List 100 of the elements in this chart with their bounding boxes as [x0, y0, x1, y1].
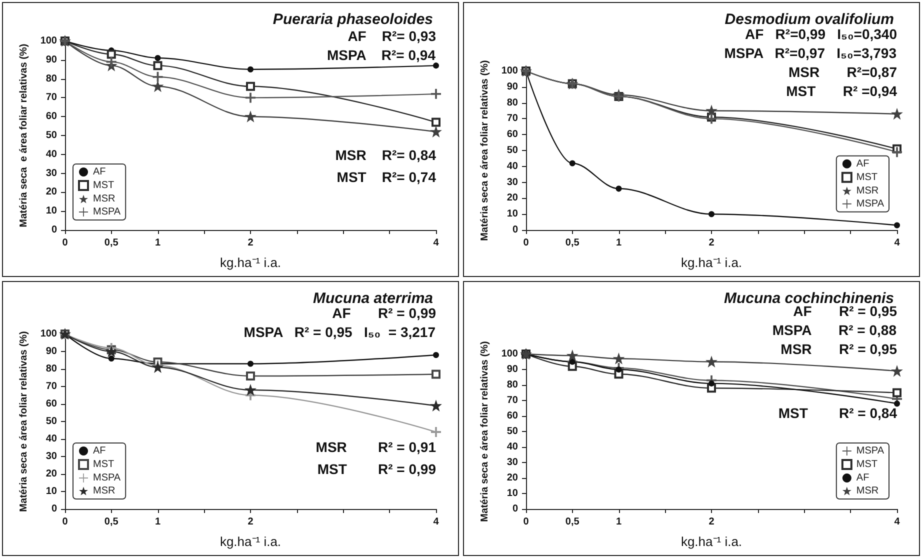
x-axis-title: kg.ha⁻¹ i.a.	[220, 255, 282, 270]
x-tick-label: 0	[523, 238, 530, 248]
legend-label: AF	[856, 158, 870, 170]
y-tick-label: 50	[46, 130, 58, 141]
legend-label: MSR	[93, 486, 116, 496]
legend-label: MST	[93, 459, 114, 470]
x-axis-title: kg.ha⁻¹ i.a.	[680, 255, 742, 270]
y-axis-title: Matéria seca e área foliar relativas (%)	[480, 60, 490, 241]
y-axis-title: Matéria seca e área foliar relativas (%)	[480, 341, 490, 522]
y-tick-label: 0	[512, 224, 518, 236]
y-tick-label: 50	[46, 416, 58, 427]
chart-title: Desmodium ovalifolium	[724, 11, 894, 28]
x-tick-label: 4	[433, 238, 440, 248]
y-axis-title: Matéria seca e área foliar relativas (%)	[18, 331, 30, 512]
legend-label: AF	[93, 166, 106, 178]
x-tick-label: 4	[433, 516, 440, 528]
x-tick-label: 0	[523, 516, 530, 528]
x-tick-label: 0,5	[565, 238, 580, 248]
y-tick-label: 90	[46, 346, 58, 357]
x-axis-title: kg.ha⁻¹ i.a.	[220, 534, 282, 549]
y-tick-label: 10	[46, 206, 58, 217]
y-tick-label: 100	[40, 328, 58, 340]
x-tick-label: 0	[62, 516, 68, 528]
annotation: MST R²= 0,74	[336, 169, 436, 185]
y-tick-label: 80	[46, 364, 58, 374]
y-tick-label: 60	[46, 398, 58, 410]
y-tick-label: 100	[40, 36, 58, 46]
x-tick-label: 2	[248, 516, 254, 528]
x-tick-label: 1	[616, 516, 622, 528]
x-tick-label: 2	[708, 238, 715, 248]
x-tick-label: 2	[708, 516, 715, 528]
y-tick-label: 70	[506, 113, 518, 124]
annotation: MST R² =0,94	[786, 83, 898, 99]
legend-label: MST	[856, 172, 878, 183]
annotation: MSR R²=0,87	[788, 64, 898, 80]
y-tick-label: 20	[46, 468, 58, 480]
y-tick-label: 90	[506, 81, 518, 92]
y-tick-label: 90	[506, 364, 518, 375]
y-tick-label: 10	[46, 486, 58, 497]
x-tick-label: 2	[248, 238, 254, 248]
legend-label: MSR	[856, 185, 879, 196]
y-tick-label: 30	[506, 176, 518, 188]
x-tick-label: 0,5	[104, 238, 119, 248]
x-tick-label: 0,5	[104, 516, 119, 528]
x-axis-title: kg.ha⁻¹ i.a.	[680, 534, 742, 549]
y-tick-label: 80	[506, 380, 518, 390]
y-tick-label: 70	[506, 395, 518, 406]
x-tick-label: 1	[616, 238, 622, 248]
legend-label: AF	[93, 446, 106, 456]
y-tick-label: 90	[46, 54, 58, 66]
y-tick-label: 60	[506, 129, 518, 140]
y-tick-label: 40	[46, 148, 58, 160]
y-tick-label: 60	[46, 111, 58, 122]
x-tick-label: 1	[154, 238, 161, 248]
y-axis-title: Matéria seca e área foliar relativas (%)	[18, 44, 30, 228]
y-tick-label: 100	[501, 348, 518, 360]
legend-label: MST	[856, 459, 878, 470]
text: MSPA R² = 0,88	[772, 322, 897, 338]
y-tick-label: 60	[506, 410, 518, 422]
y-tick-label: 0	[51, 224, 58, 236]
chart-title: Pueraria phaseoloides	[272, 11, 434, 28]
y-tick-label: 30	[46, 451, 58, 462]
x-tick-label: 4	[894, 516, 900, 528]
y-tick-label: 50	[506, 426, 518, 437]
legend-label: MSPA	[856, 446, 884, 456]
y-tick-label: 10	[506, 208, 518, 220]
annotation: MSPA R² = 0,95 I₅₀ = 3,217	[244, 324, 436, 340]
legend-label: MST	[93, 180, 114, 191]
y-tick-label: 40	[506, 160, 518, 172]
legend-label: MSR	[856, 486, 879, 496]
y-tick-label: 30	[46, 168, 58, 179]
annotation: AF R²= 0,93	[348, 28, 436, 44]
y-tick-label: 70	[46, 92, 58, 104]
annotation: MSR R² = 0,95	[780, 341, 898, 357]
y-tick-label: 20	[506, 192, 518, 204]
legend-label: AF	[856, 472, 870, 484]
y-tick-label: 80	[506, 97, 518, 108]
x-tick-label: 1	[154, 516, 161, 528]
y-tick-label: 70	[46, 381, 58, 392]
y-tick-label: 20	[506, 472, 518, 484]
annotation: MSR R² = 0,91	[316, 439, 436, 455]
y-tick-label: 20	[46, 186, 58, 198]
legend-label: MSPA	[856, 198, 884, 210]
text: MSPA R²=0,97 I₅₀=3,793	[724, 45, 897, 61]
y-tick-label: 30	[506, 457, 518, 468]
annotation: MST R² = 0,84	[778, 405, 898, 421]
y-tick-label: 0	[51, 504, 58, 514]
y-tick-label: 40	[46, 434, 58, 444]
text: AF R² = 0,99	[332, 305, 436, 321]
y-tick-label: 40	[506, 442, 518, 452]
legend-label: MSPA	[93, 206, 121, 218]
annotation: MSR R²= 0,84	[335, 147, 436, 163]
annotation: MSPA R²= 0,94	[326, 47, 436, 63]
y-tick-label: 100	[501, 66, 518, 76]
x-tick-label: 0	[62, 238, 68, 248]
y-tick-label: 80	[46, 73, 58, 84]
legend-label: MSR	[93, 194, 116, 204]
text: AF R²=0,99 I₅₀=0,340	[744, 26, 898, 42]
y-tick-label: 10	[506, 488, 518, 499]
y-tick-label: 50	[506, 145, 518, 156]
